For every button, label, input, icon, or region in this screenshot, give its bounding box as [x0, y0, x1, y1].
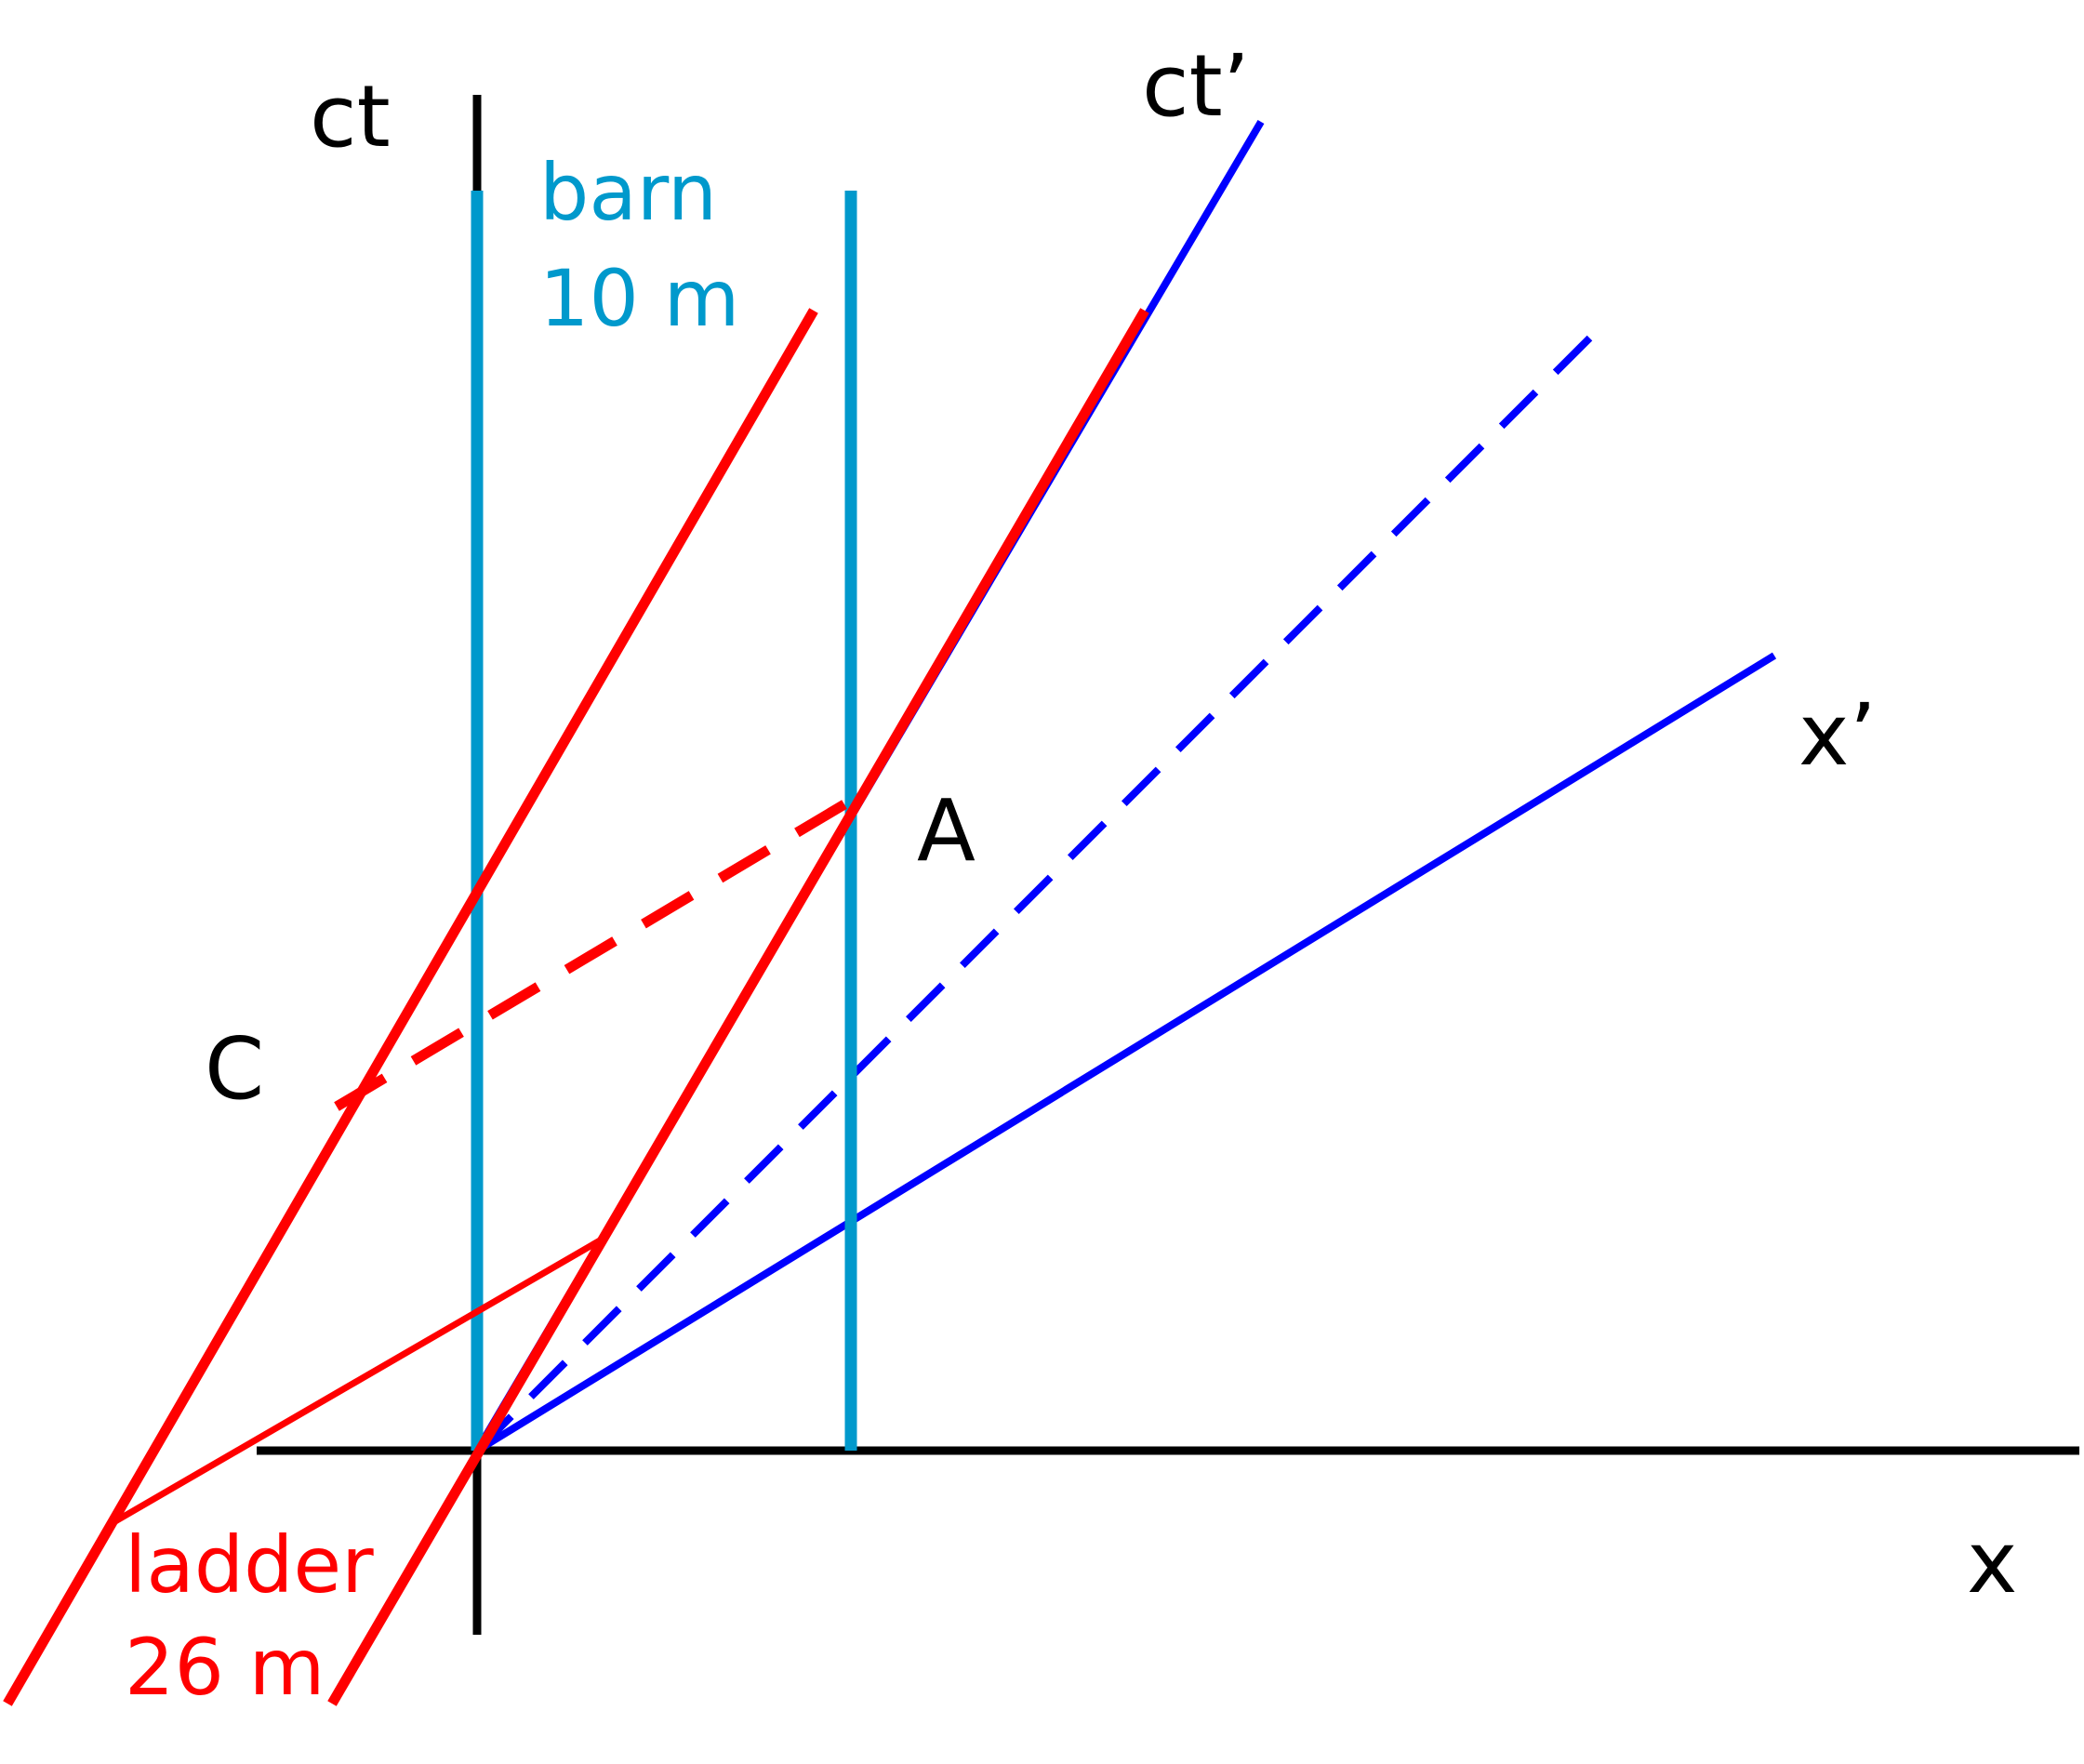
- x-axis-label: x: [1967, 1513, 2017, 1612]
- ladder-label: ladder: [125, 1519, 374, 1611]
- event-a-label: A: [917, 781, 976, 881]
- ladder-back-worldline: [3, 308, 818, 1706]
- simultaneity-line-a-c: [334, 800, 847, 1111]
- ct-axis-label: ct: [310, 67, 391, 166]
- x-prime-axis: [474, 652, 1777, 1454]
- barn-length-label: 10 m: [539, 253, 739, 344]
- ladder-length-label: 26 m: [125, 1622, 325, 1713]
- ladder-simultaneity-line: [113, 1233, 608, 1525]
- event-c-label: C: [205, 1019, 264, 1119]
- barn-label: barn: [539, 147, 717, 238]
- ladder-front-worldline: [327, 308, 1149, 1706]
- ct-prime-axis-label: ct’: [1142, 36, 1250, 136]
- light-line: [474, 316, 1612, 1453]
- x-prime-axis-label: x’: [1799, 685, 1877, 785]
